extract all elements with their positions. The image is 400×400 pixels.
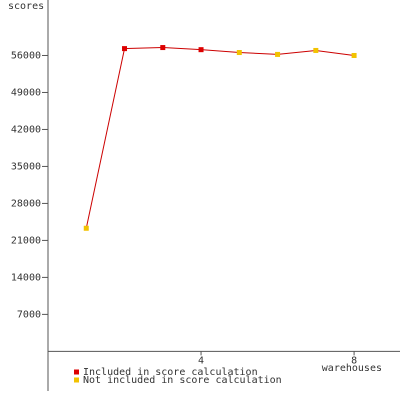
y-tick-label: 28000 — [11, 198, 41, 209]
line-segment — [162, 47, 202, 51]
x-axis-label: warehouses — [322, 363, 382, 374]
legend-marker — [74, 369, 79, 375]
y-axis-label: scores — [8, 1, 44, 12]
x-tick-label: 8 — [351, 355, 357, 366]
point — [236, 50, 242, 56]
y-tick-label: 7000 — [17, 309, 41, 320]
y-tick-label: 35000 — [11, 161, 41, 172]
point — [313, 47, 319, 53]
x-tick-label: 4 — [198, 355, 204, 366]
line-segment — [201, 49, 240, 54]
y-tick-label: 49000 — [11, 87, 41, 98]
line-segment — [124, 47, 163, 50]
line-segment — [85, 48, 126, 229]
point — [160, 45, 166, 51]
legend-marker — [74, 377, 79, 383]
y-tick-label: 56000 — [11, 50, 41, 61]
line-segment — [239, 52, 278, 55]
y-tick-label: 14000 — [11, 272, 41, 283]
point — [122, 46, 128, 52]
line-segment — [277, 49, 316, 55]
y-tick-label: 42000 — [11, 124, 41, 135]
line-segment — [315, 49, 355, 56]
legend-label: Included in score calculation — [83, 367, 258, 378]
y-tick-label: 21000 — [11, 235, 41, 246]
legend-label: Not included in score calculation — [83, 375, 282, 386]
point — [83, 225, 89, 231]
point — [198, 47, 204, 53]
point — [275, 51, 281, 57]
point — [351, 52, 357, 58]
